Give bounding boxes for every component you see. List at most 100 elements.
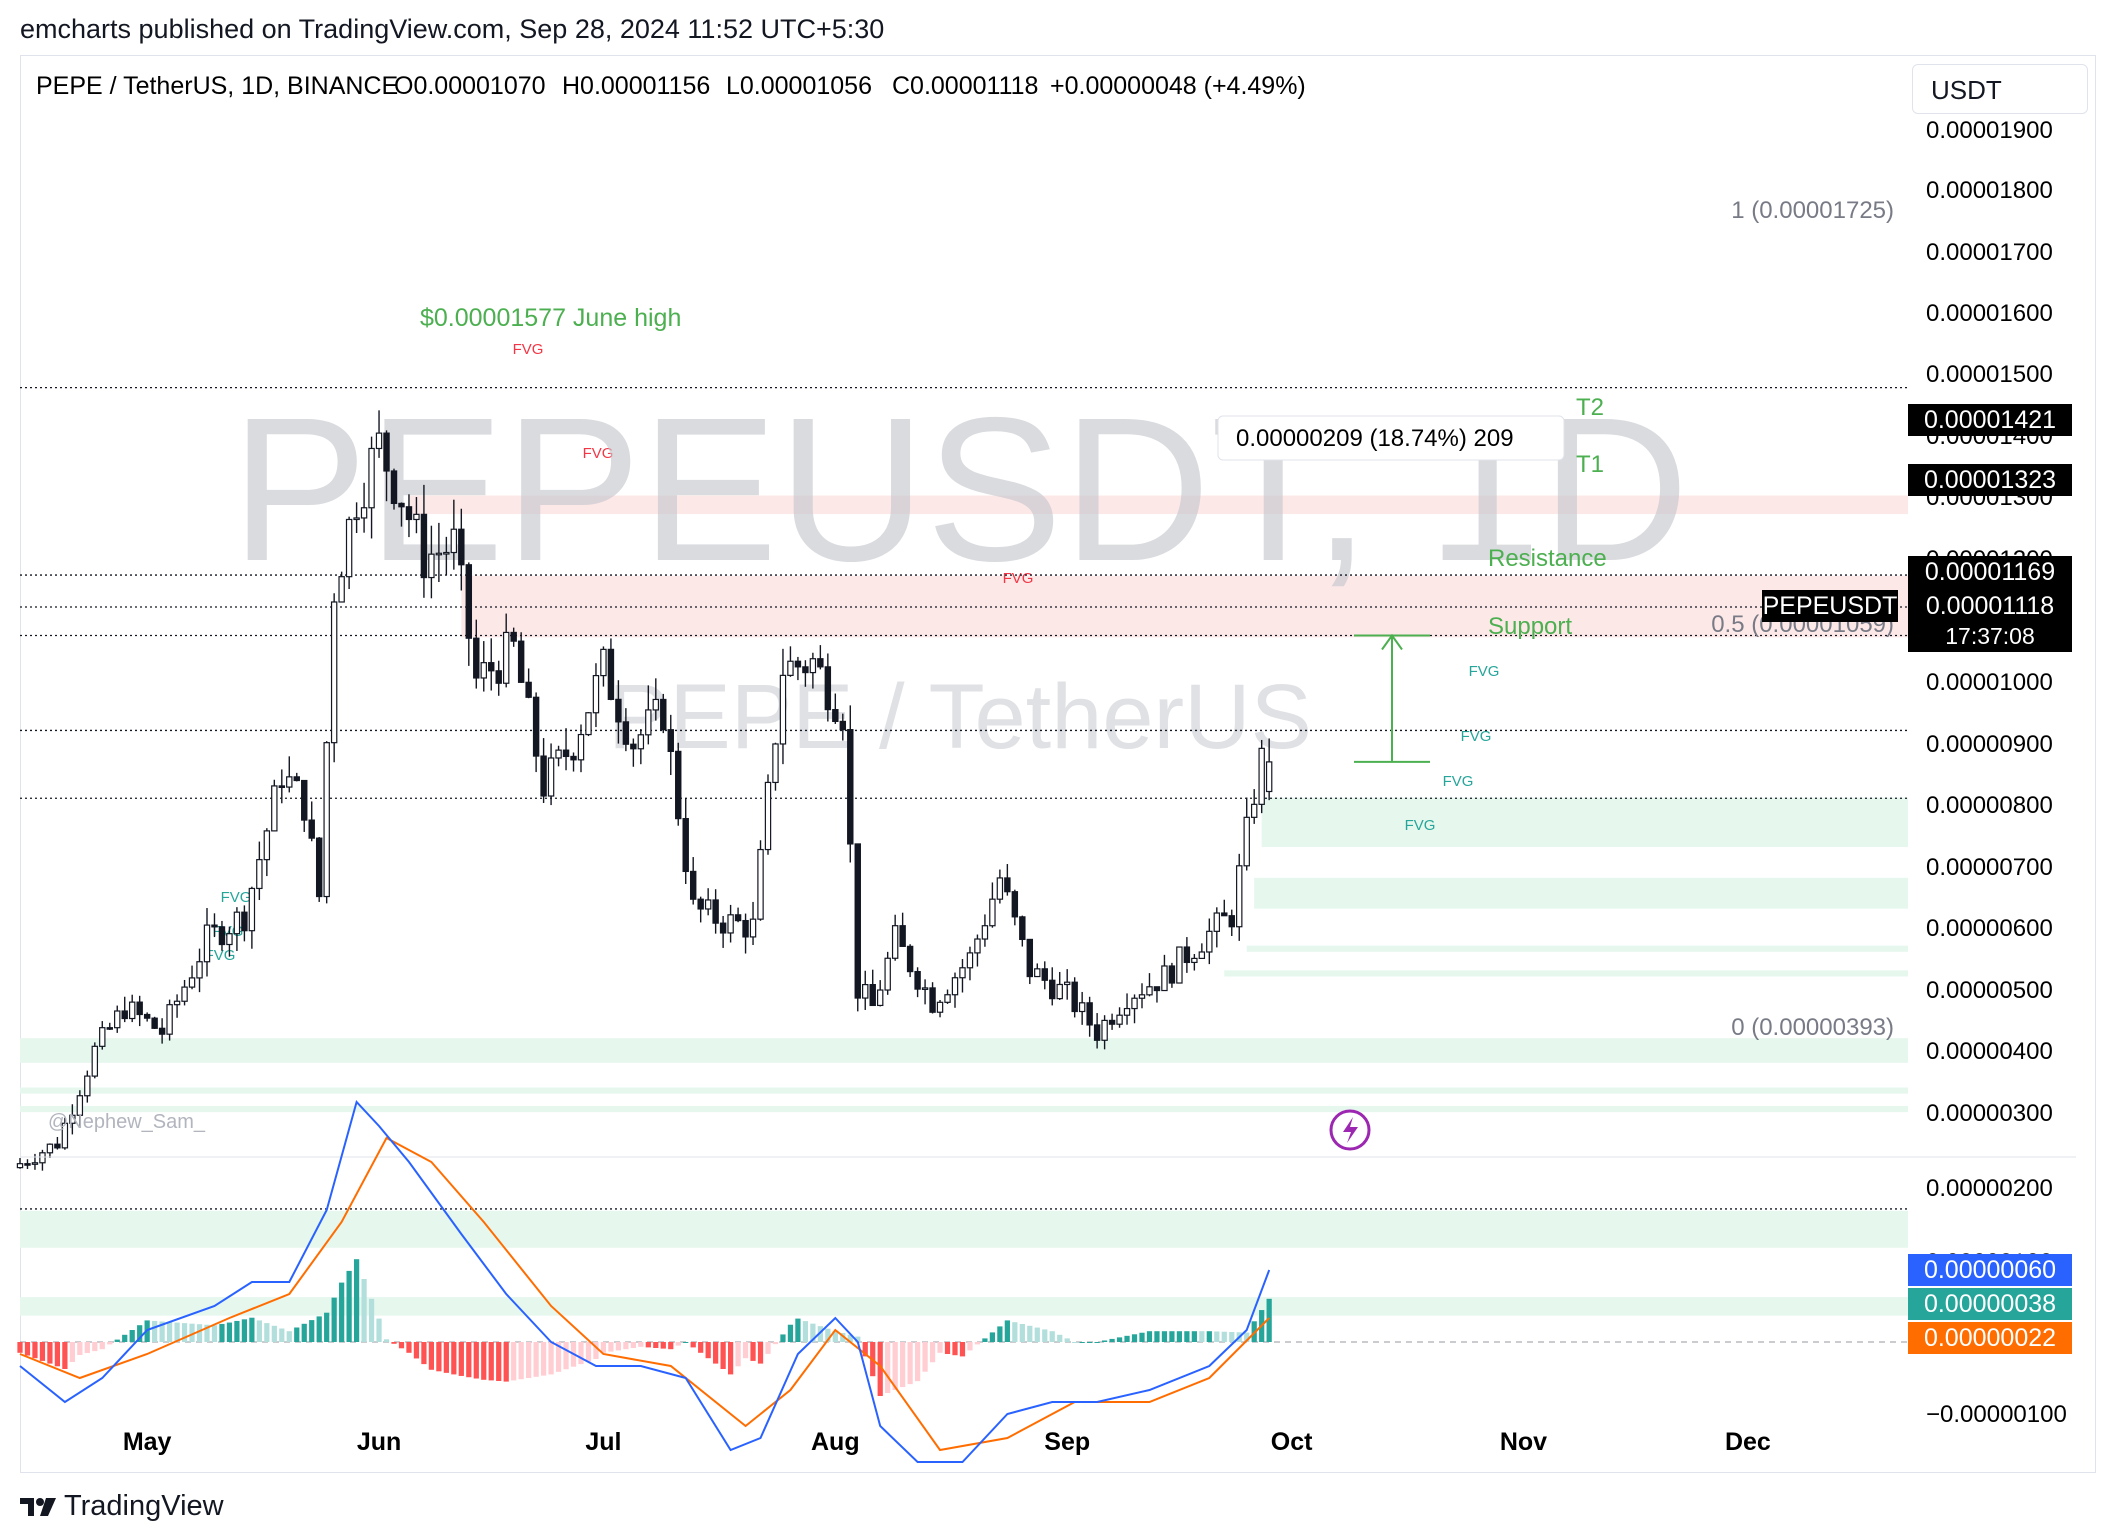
histogram-bar (107, 1342, 113, 1345)
fvg-label: FVG (513, 341, 544, 358)
tag-resistance: 0.00001169 (1925, 558, 2055, 586)
histogram-bar (189, 1323, 195, 1342)
histogram-bar (765, 1342, 771, 1354)
histogram-bar (555, 1342, 562, 1372)
candle-body (128, 1001, 136, 1020)
candles (16, 410, 1273, 1171)
signal-line (19, 1136, 1270, 1452)
histogram-bar (466, 1342, 472, 1378)
candle-body (944, 994, 951, 1003)
histogram-bar (32, 1342, 38, 1359)
candle-body (121, 1010, 128, 1020)
tradingview-logo[interactable]: TradingView (20, 1490, 224, 1523)
candle-body (996, 877, 1004, 900)
candle-body (1056, 983, 1063, 1000)
histogram-bar (511, 1342, 517, 1381)
histogram-bar (279, 1328, 285, 1342)
histogram-bar (877, 1342, 883, 1396)
histogram-bar (540, 1342, 547, 1376)
candle-body (390, 470, 398, 505)
histogram-bar (608, 1342, 614, 1352)
histogram-bar (1109, 1338, 1115, 1342)
histogram-bar (301, 1323, 307, 1342)
candle-body (592, 674, 600, 714)
histogram-bar (346, 1270, 352, 1342)
candle-body (54, 1143, 61, 1149)
candle-body (929, 987, 936, 1013)
histogram-bar (1094, 1342, 1100, 1343)
candle-body (966, 952, 974, 969)
candle-body (375, 432, 383, 450)
histogram-bar (892, 1342, 898, 1391)
histogram-bar (152, 1320, 158, 1342)
y-tick-label: 0.00001000 (1926, 669, 2053, 696)
candle-body (1213, 912, 1221, 932)
x-tick-label: Jul (585, 1428, 621, 1456)
histogram-bar (593, 1342, 599, 1359)
candle-body (84, 1075, 91, 1097)
candle-body (682, 818, 689, 873)
annotations: $0.00001577 June high 0.00000209 (18.74%)… (420, 304, 1565, 763)
candle-body (959, 967, 966, 979)
histogram-bar (810, 1323, 816, 1342)
candle-body (802, 666, 809, 674)
candle-body (794, 660, 802, 668)
histogram-bar (376, 1318, 382, 1342)
candle-body (899, 925, 906, 947)
currency-selector[interactable]: USDT (1912, 64, 2088, 114)
candle-body (525, 681, 532, 698)
legend-close: C0.00001118 (892, 72, 1038, 100)
candle-body (622, 721, 630, 745)
histogram-bar (84, 1342, 90, 1354)
histogram-bar (526, 1342, 532, 1378)
candle-body (652, 698, 660, 711)
histogram-bar (383, 1339, 390, 1342)
candle-body (465, 564, 473, 639)
candle-body (1265, 761, 1273, 793)
histogram-bar (488, 1342, 494, 1381)
histogram-bar (24, 1342, 31, 1356)
candle-body (1093, 1024, 1101, 1041)
histogram-bar (862, 1342, 868, 1357)
histogram-bar (1176, 1331, 1183, 1342)
histogram-bar (840, 1333, 846, 1342)
histogram-bar (1184, 1331, 1190, 1342)
histogram-bar (1064, 1338, 1070, 1342)
histogram-bar (503, 1342, 509, 1382)
candle-body (24, 1163, 31, 1166)
candle-body (241, 911, 248, 932)
candle-body (585, 712, 592, 736)
histogram-bar (817, 1326, 823, 1342)
histogram-bar (256, 1320, 262, 1342)
candle-body (405, 506, 413, 521)
y-tick-label: 0.00001500 (1926, 361, 2053, 388)
candle-body (876, 989, 884, 1007)
histogram-bar (1244, 1332, 1250, 1342)
candle-body (719, 922, 727, 934)
chart-frame (20, 55, 2096, 1473)
measure-box (1217, 415, 1565, 461)
fvg-label: FVG (583, 445, 614, 462)
candle-body (1153, 986, 1161, 992)
candle-body (293, 776, 300, 782)
candle-body (1198, 951, 1206, 960)
legend-low: L0.00001056 (726, 72, 872, 100)
measure-arrowhead (1381, 633, 1403, 651)
histogram-bar (339, 1282, 345, 1342)
fvg-zone (20, 1105, 1908, 1113)
fvg-label: FVG (1443, 773, 1474, 790)
candle-body (532, 696, 540, 757)
legend-high: H0.00001156 (562, 72, 710, 100)
candle-body (1101, 1019, 1108, 1041)
lightning-icon[interactable] (1329, 1109, 1371, 1151)
fib-1-label: 1 (0.00001725) (1731, 197, 1894, 224)
candle-body (1063, 981, 1071, 986)
y-tick-label: 0.00000300 (1926, 1100, 2053, 1127)
candle-body (91, 1045, 99, 1077)
histogram-bar (1266, 1298, 1272, 1342)
histogram-bar (54, 1342, 61, 1367)
histogram-bar (92, 1342, 98, 1352)
candle-body (330, 601, 338, 744)
